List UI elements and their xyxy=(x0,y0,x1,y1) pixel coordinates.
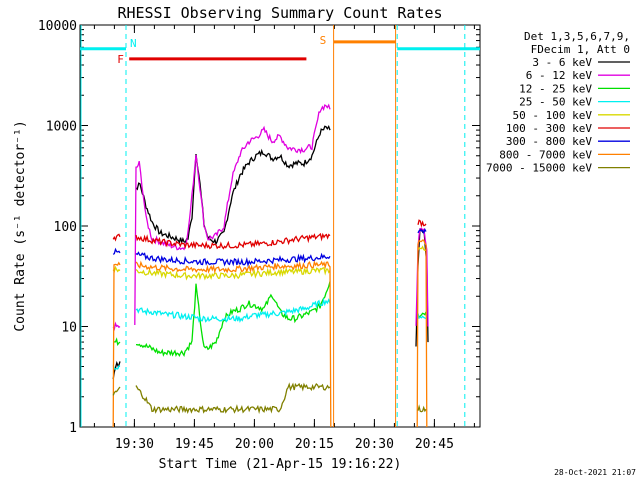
legend-entry-label: 25 - 50 keV xyxy=(519,96,592,109)
time-markers: N S F xyxy=(80,25,480,427)
series-line-4 xyxy=(135,266,331,281)
chart-title: RHESSI Observing Summary Count Rates xyxy=(117,4,442,22)
series-line-0 xyxy=(112,360,121,380)
series-line-3 xyxy=(112,365,121,370)
flare-marker-label: F xyxy=(117,53,124,66)
series-line-6 xyxy=(135,251,331,268)
series-line-7 xyxy=(112,261,121,428)
x-tick-label: 20:30 xyxy=(355,437,394,452)
legend-entry-label: 100 - 300 keV xyxy=(506,122,592,135)
legend-header-line: Det 1,3,5,6,7,9, xyxy=(524,30,630,43)
legend-entry-label: 12 - 25 keV xyxy=(519,82,592,95)
series-line-8 xyxy=(112,386,121,396)
plot-frame xyxy=(79,24,481,428)
series-line-2 xyxy=(113,337,121,346)
series-line-6 xyxy=(112,247,121,255)
series-line-4 xyxy=(417,245,427,252)
series-line-6 xyxy=(417,228,427,235)
series-lines xyxy=(112,103,429,428)
x-axis-label: Start Time (21-Apr-15 19:16:22) xyxy=(159,457,402,472)
legend-header-line: FDecim 1, Att 0 xyxy=(531,43,630,56)
y-tick-label: 1 xyxy=(69,421,77,436)
legend-entry-label: 3 - 6 keV xyxy=(532,56,592,69)
x-tick-label: 20:15 xyxy=(295,437,334,452)
y-tick-label: 10 xyxy=(61,321,77,336)
series-line-7 xyxy=(416,239,428,428)
render-timestamp: 28-Oct-2021 21:07 xyxy=(554,468,636,477)
saa-marker-label: S xyxy=(320,34,327,47)
series-line-2 xyxy=(135,281,331,358)
x-tick-label: 20:00 xyxy=(235,437,274,452)
series-line-5 xyxy=(112,233,121,242)
series-line-8 xyxy=(135,382,331,415)
y-tick-label: 100 xyxy=(54,220,77,235)
y-tick-label: 10000 xyxy=(38,19,77,34)
legend-entry-label: 6 - 12 keV xyxy=(526,69,593,82)
series-line-7 xyxy=(135,260,332,428)
y-axis-label: Count Rate (s⁻¹ detector⁻¹) xyxy=(13,120,28,331)
axis-ticks: 1 10 100 1000 10000 19:30 19:45 20:00 20:15 20:30… xyxy=(38,19,480,452)
x-tick-label: 19:30 xyxy=(115,437,154,452)
legend: Det 1,3,5,6,7,9,FDecim 1, Att 03 - 6 keV… xyxy=(486,30,630,175)
series-line-5 xyxy=(417,219,427,228)
series-line-3 xyxy=(135,297,331,324)
legend-entry-label: 300 - 800 keV xyxy=(506,135,592,148)
legend-entry-label: 7000 - 15000 keV xyxy=(486,162,592,175)
series-line-0 xyxy=(135,125,331,246)
legend-entry-label: 800 - 7000 keV xyxy=(499,148,592,161)
series-line-3 xyxy=(417,313,427,320)
series-line-8 xyxy=(417,404,427,413)
series-line-1 xyxy=(134,103,331,326)
night-marker-label: N xyxy=(130,37,137,50)
x-tick-label: 19:45 xyxy=(175,437,214,452)
y-tick-label: 1000 xyxy=(46,120,77,135)
x-tick-label: 20:45 xyxy=(415,437,454,452)
legend-entry-label: 50 - 100 keV xyxy=(513,109,593,122)
series-line-5 xyxy=(135,232,331,250)
